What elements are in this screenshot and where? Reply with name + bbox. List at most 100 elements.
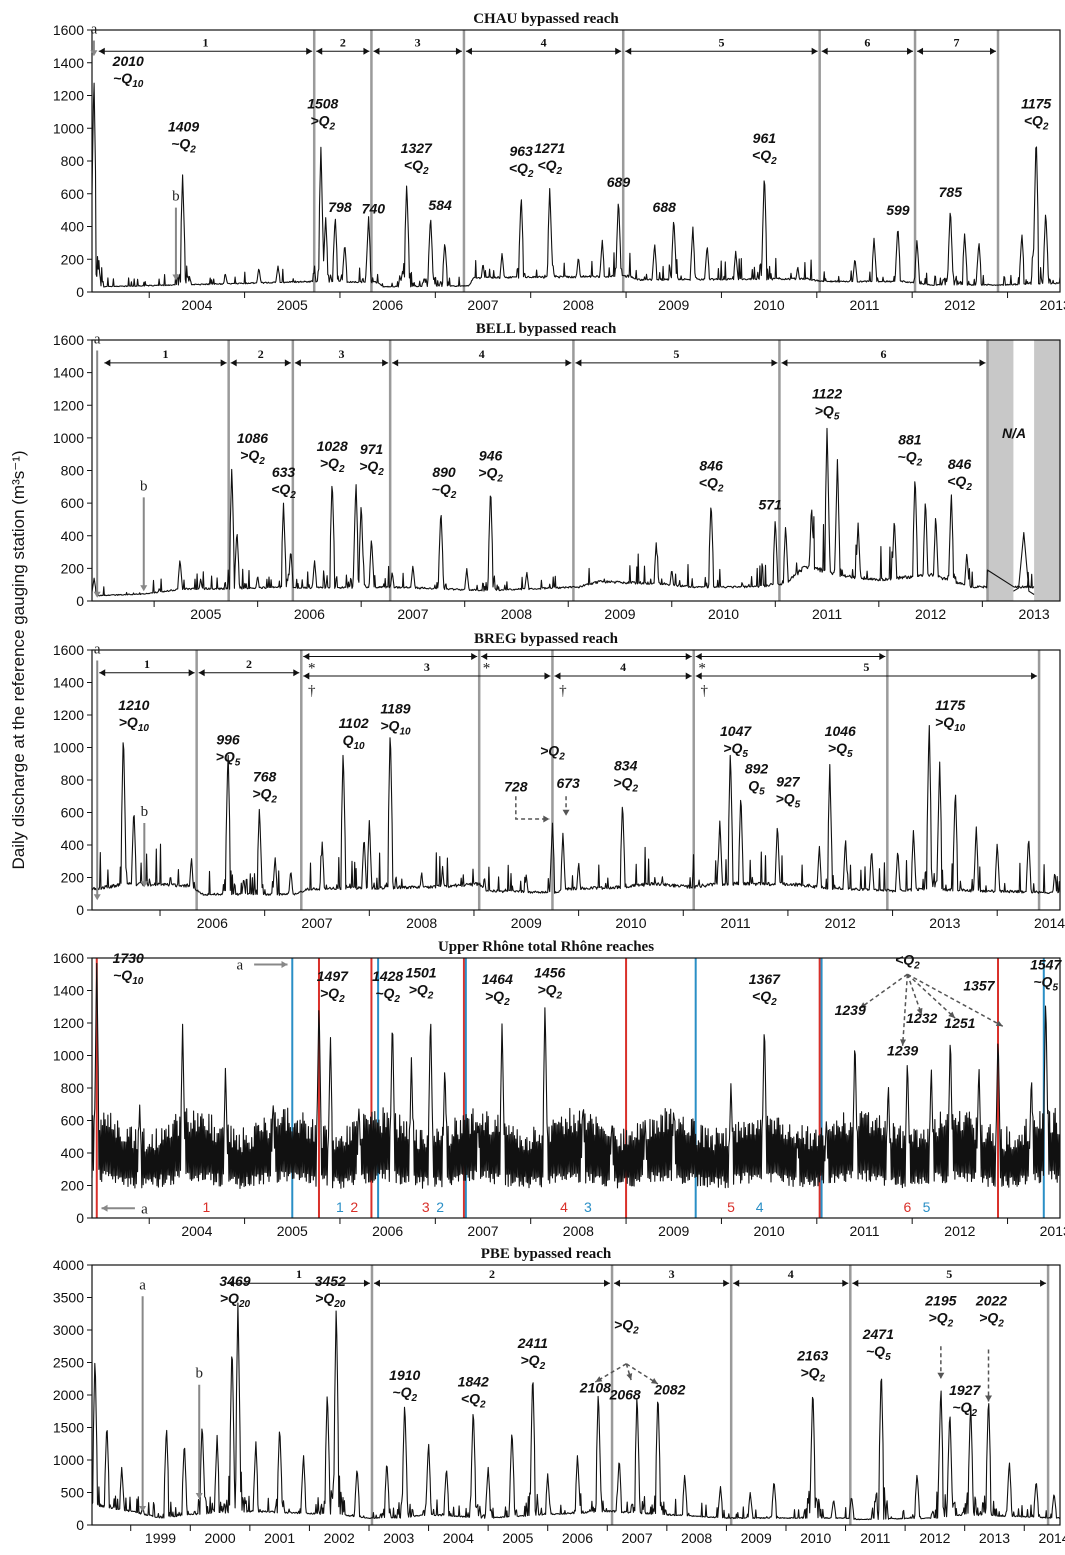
na-label: N/A xyxy=(1002,425,1026,441)
period-arrow-head xyxy=(625,47,632,55)
x-tick-label: 2013 xyxy=(1040,1223,1065,1239)
annotation-connector-head xyxy=(937,1372,945,1379)
peak-annotation: 1927~Q2 xyxy=(949,1382,981,1419)
y-tick-label: 2500 xyxy=(53,1355,84,1371)
peak-annotation-line: >Q2 xyxy=(929,1309,954,1329)
annotation-text: >Q xyxy=(320,985,339,1001)
peak-annotation: 728 xyxy=(504,778,528,794)
peak-annotation: 1210>Q10 xyxy=(118,697,149,734)
annotation-text: 1239 xyxy=(835,1002,866,1018)
y-tick-label: 1500 xyxy=(53,1420,84,1436)
annotation-subscript: 2 xyxy=(377,467,384,478)
peak-annotation-line: 1842 xyxy=(458,1374,489,1390)
period-arrow-head xyxy=(685,653,692,660)
annotation-text: 599 xyxy=(886,202,910,218)
annotation-text: 785 xyxy=(939,184,963,200)
y-tick-label: 0 xyxy=(76,902,84,918)
peak-annotation-line: 846 xyxy=(699,458,723,474)
annotation-subscript: 10 xyxy=(132,79,144,90)
annotation-text: 584 xyxy=(428,197,452,213)
annotation-subscript: 2 xyxy=(393,994,400,1005)
period-number: 4 xyxy=(541,35,547,49)
peak-annotation-line: 927 xyxy=(776,774,801,790)
marker-label: a xyxy=(94,332,101,348)
annotation-connector-head xyxy=(985,1395,993,1402)
x-tick-label: 2006 xyxy=(562,1530,593,1546)
y-tick-label: 1400 xyxy=(53,675,84,691)
annotation-text: 846 xyxy=(699,458,723,474)
segment-number: 3 xyxy=(422,1199,430,1215)
annotation-text: >Q xyxy=(776,791,795,807)
peak-annotation-line: 1210 xyxy=(118,697,149,713)
y-tick-label: 200 xyxy=(61,251,85,267)
period-arrow-head xyxy=(979,359,986,367)
peak-annotation: 2163>Q2 xyxy=(796,1348,828,1385)
x-tick-label: 2004 xyxy=(443,1530,474,1546)
segment-number: 2 xyxy=(350,1199,358,1215)
peak-annotation-line: >Q2 xyxy=(359,458,384,478)
annotation-text: ~Q xyxy=(866,1343,885,1359)
annotation-text: 1232 xyxy=(906,1010,937,1026)
x-tick-label: 2006 xyxy=(294,606,325,622)
period-arrow-head xyxy=(392,359,399,367)
peak-annotation-line: >Q2 xyxy=(613,774,638,794)
period-arrow-head xyxy=(917,47,924,55)
marker-arrow-head xyxy=(101,1204,108,1212)
peak-annotation: 1409~Q2 xyxy=(168,119,199,156)
annotation-subscript: 2 xyxy=(717,484,724,495)
period-number: 2 xyxy=(489,1267,495,1281)
peak-annotation-line: >Q2 xyxy=(320,455,345,475)
annotation-text: <Q xyxy=(752,147,771,163)
annotation-text: >Q xyxy=(240,447,259,463)
y-tick-label: 200 xyxy=(61,560,85,576)
x-tick-label: 2014 xyxy=(1038,1530,1065,1546)
peak-annotation-line: 996 xyxy=(216,731,240,747)
na-gap xyxy=(1034,340,1060,601)
x-tick-label: 2007 xyxy=(301,915,332,931)
peak-annotation-line: >Q2 xyxy=(240,447,265,467)
annotation-subscript: 2 xyxy=(527,169,534,180)
y-tick-label: 0 xyxy=(76,593,84,609)
y-tick-label: 600 xyxy=(61,495,85,511)
period-arrow-head xyxy=(990,47,997,55)
period-arrow-head xyxy=(465,47,472,55)
annotation-subscript: 2 xyxy=(338,994,345,1005)
period-arrow-head xyxy=(771,359,778,367)
segment-number: 4 xyxy=(756,1199,764,1215)
annotation-text: 688 xyxy=(653,199,677,215)
peak-annotation-line: 881 xyxy=(898,431,922,447)
peak-annotation: 846<Q2 xyxy=(947,456,972,493)
plot-frame xyxy=(91,339,1061,602)
annotation-subscript: 5 xyxy=(235,757,241,768)
segment-number: 5 xyxy=(923,1199,931,1215)
segment-number: 5 xyxy=(727,1199,735,1215)
period-number: 4 xyxy=(788,1267,794,1281)
peak-annotation-line: 571 xyxy=(758,497,782,513)
peak-annotation-line: ~Q2 xyxy=(898,448,923,468)
period-arrow-head xyxy=(363,47,370,55)
marker-label: a xyxy=(94,642,101,658)
annotation-connector xyxy=(859,973,908,1009)
x-tick-label: 2013 xyxy=(1040,297,1065,313)
period-number: 5 xyxy=(673,347,679,361)
annotation-text: 2163 xyxy=(796,1348,828,1364)
y-tick-label: 400 xyxy=(61,219,85,235)
period-number: 1 xyxy=(296,1267,302,1281)
annotation-text: 3469 xyxy=(219,1273,250,1289)
peak-annotation-line: >Q20 xyxy=(315,1290,346,1310)
annotation-subscript: 10 xyxy=(138,723,150,734)
annotation-text: <Q xyxy=(699,475,718,491)
x-tick-label: 2010 xyxy=(615,915,646,931)
peak-annotation-line: >Q20 xyxy=(220,1290,251,1310)
annotation-text: <Q xyxy=(895,952,914,968)
annotation-text: 892 xyxy=(745,761,769,777)
y-tick-label: 800 xyxy=(61,1080,85,1096)
x-tick-label: 2011 xyxy=(849,1223,879,1239)
peak-annotation-line: >Q10 xyxy=(935,714,966,734)
x-tick-label: 1999 xyxy=(145,1530,176,1546)
annotation-text: <Q xyxy=(947,473,966,489)
peak-annotation-line: 1122 xyxy=(812,386,842,402)
y-tick-label: 800 xyxy=(61,772,85,788)
segment-number: 6 xyxy=(904,1199,912,1215)
annotation-text: 1547 xyxy=(1030,956,1062,972)
